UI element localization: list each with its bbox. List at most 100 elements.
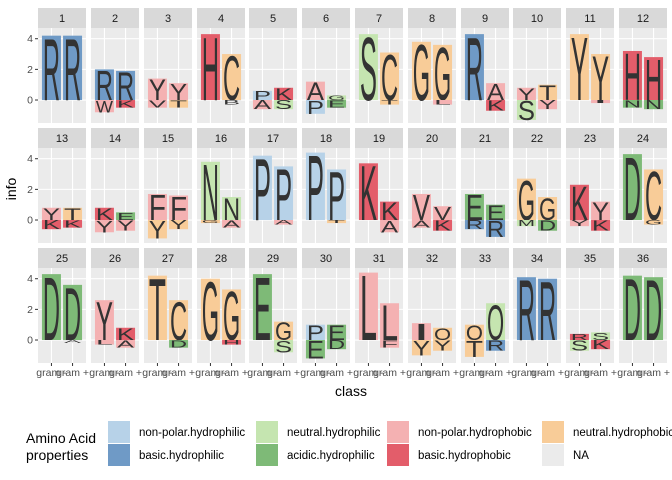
logo-letter: R <box>96 62 113 109</box>
logo-bar <box>94 220 114 233</box>
facet-strip <box>619 128 667 148</box>
facet-strip-label: 22 <box>531 133 543 145</box>
logo-letter: Y <box>149 74 166 107</box>
logo-bar <box>644 100 664 110</box>
logo-letter: A <box>275 220 295 227</box>
logo-letter: P <box>307 322 324 345</box>
logo-letter: T <box>381 100 399 107</box>
logo-bar <box>380 220 400 233</box>
logo-letter: C <box>223 44 240 114</box>
facet-strip <box>513 8 561 28</box>
logo-bar <box>327 220 347 224</box>
logo-letter: Y <box>413 337 430 360</box>
logo-bar <box>591 201 611 221</box>
logo-bar <box>274 220 294 225</box>
facet-strip-label: 17 <box>267 133 279 145</box>
logo-letter: V <box>413 188 430 228</box>
logo-letter: A <box>413 220 430 231</box>
facet-panel-9: 9R AK <box>461 8 509 123</box>
logo-bar <box>169 83 189 101</box>
y-tick-label: 0 <box>27 95 33 107</box>
logo-letter: Q <box>466 322 483 345</box>
logo-letter: V <box>149 100 166 111</box>
facet-strip <box>302 8 350 28</box>
facet-strip <box>197 128 245 148</box>
logo-bar <box>169 100 189 108</box>
logo-bar <box>94 207 114 221</box>
logo-bar <box>116 327 136 341</box>
logo-bar <box>274 340 294 353</box>
logo-letter: I <box>413 319 430 345</box>
x-tick-label: gram - <box>459 367 490 379</box>
facet-strip <box>566 248 614 268</box>
logo-bar <box>569 340 589 351</box>
logo-bar <box>433 220 453 231</box>
logo-bar <box>116 340 136 348</box>
legend-swatch <box>387 444 409 466</box>
legend-label: basic.hydrophobic <box>418 450 511 462</box>
logo-letter: K <box>571 177 588 231</box>
logo-bar <box>116 212 136 221</box>
logo-bar <box>433 100 453 105</box>
logo-bar <box>622 275 642 341</box>
logo-letter: P <box>307 136 324 240</box>
logo-letter: K <box>381 198 398 226</box>
logo-bar <box>200 220 220 224</box>
facet-strip-label: 19 <box>373 133 385 145</box>
logo-letter: E <box>466 188 483 228</box>
x-tick-label: gram + <box>479 367 512 379</box>
logo-letter: Y <box>592 198 609 226</box>
logo-bar <box>622 50 642 101</box>
y-axis-title: info <box>3 178 19 201</box>
logo-letter: G <box>539 192 556 227</box>
logo-bar <box>516 277 536 341</box>
logo-letter: H <box>223 340 242 347</box>
logo-bar <box>94 69 114 101</box>
logo-bar <box>538 220 558 231</box>
x-tick-label: gram - <box>195 367 226 379</box>
logo-bar <box>305 152 325 221</box>
logo-letter: K <box>117 325 134 344</box>
logo-bar <box>147 275 167 341</box>
facet-strip-label: 18 <box>320 133 332 145</box>
logo-bar <box>358 34 378 101</box>
logo-letter: P <box>275 153 292 236</box>
facet-panel-24: 24D CG <box>619 128 667 243</box>
logo-bar <box>486 100 506 111</box>
logo-bar <box>327 340 347 350</box>
facet-strip-label: 3 <box>165 13 171 25</box>
logo-letter: P <box>254 140 271 239</box>
logo-letter: S <box>275 337 292 356</box>
x-tick-label: gram + <box>373 367 406 379</box>
logo-letter: W <box>96 97 113 116</box>
facet-strip-label: 15 <box>162 133 174 145</box>
logo-letter: K <box>592 219 609 235</box>
logo-bar <box>147 78 167 101</box>
logo-letter: N <box>223 192 240 227</box>
logo-bar <box>380 303 400 341</box>
x-tick-label: gram - <box>142 367 173 379</box>
logo-bar <box>41 274 61 341</box>
logo-bar <box>327 95 347 101</box>
logo-letter: E <box>254 259 271 360</box>
logo-letter: S <box>275 98 292 112</box>
facet-strip-label: 16 <box>215 133 227 145</box>
logo-bar <box>327 100 347 108</box>
facet-strip <box>38 8 86 28</box>
facet-strip-label: 14 <box>109 133 121 145</box>
logo-letter: E <box>328 100 345 111</box>
legend: Amino Acid properties non-polar.hydrophi… <box>26 421 672 466</box>
y-tick-label: 2 <box>27 64 33 76</box>
logo-bar <box>116 70 136 101</box>
facet-strip-label: 12 <box>637 13 649 25</box>
facet-strip-label: 13 <box>56 133 68 145</box>
logo-bar <box>222 220 242 228</box>
logo-bar <box>569 184 589 221</box>
logo-letter: S <box>571 339 588 355</box>
